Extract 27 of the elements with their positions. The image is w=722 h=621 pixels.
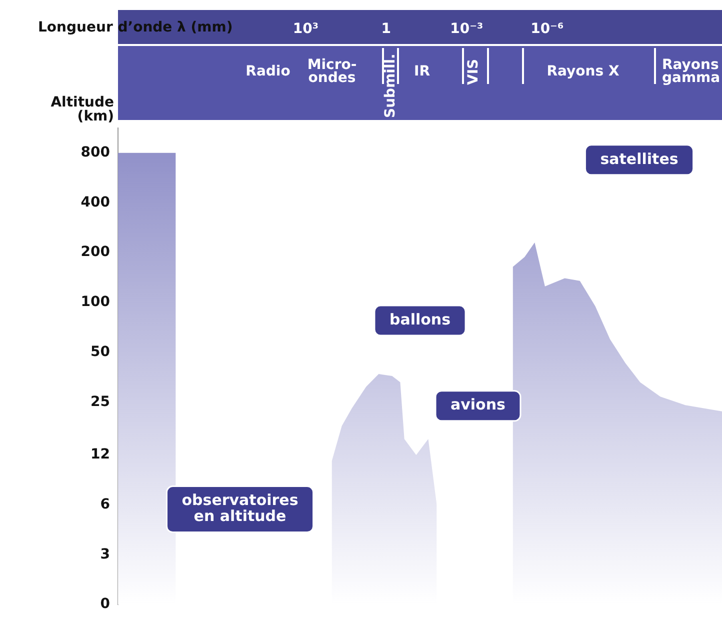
annotation: ballons xyxy=(389,310,451,328)
text: Rayons X xyxy=(546,64,620,80)
text: Rayons gamma xyxy=(662,57,720,86)
text: VIS xyxy=(466,58,482,85)
y-tick-label: 6 xyxy=(100,496,110,513)
x-tick-label: 10³ xyxy=(292,21,319,38)
y-tick-label: 0 xyxy=(100,596,110,612)
y-tick-label: 200 xyxy=(80,244,110,260)
text: IR xyxy=(414,64,430,80)
y-axis-title: Altitude (km) xyxy=(50,94,114,125)
text: Radio xyxy=(246,64,291,80)
x-tick-label: 10⁻⁶ xyxy=(530,21,564,38)
text: Submill. xyxy=(382,54,399,118)
annotation: observatoires en altitude xyxy=(182,491,298,526)
y-tick-label: 100 xyxy=(80,294,110,310)
text: Micro- ondes xyxy=(307,57,357,86)
y-tick-label: 50 xyxy=(90,344,110,360)
y-tick-label: 25 xyxy=(90,394,110,410)
y-tick-label: 400 xyxy=(80,194,110,210)
y-tick-label: 12 xyxy=(90,446,110,463)
annotation: satellites xyxy=(600,150,678,168)
x-tick-label: 10⁻³ xyxy=(450,21,484,38)
annotation: avions xyxy=(450,396,506,414)
x-tick-label: 1 xyxy=(381,21,392,38)
y-tick-label: 3 xyxy=(100,546,110,562)
y-tick-label: 800 xyxy=(80,144,110,160)
x-axis-title: Longueur d’onde λ (mm) xyxy=(38,20,233,36)
